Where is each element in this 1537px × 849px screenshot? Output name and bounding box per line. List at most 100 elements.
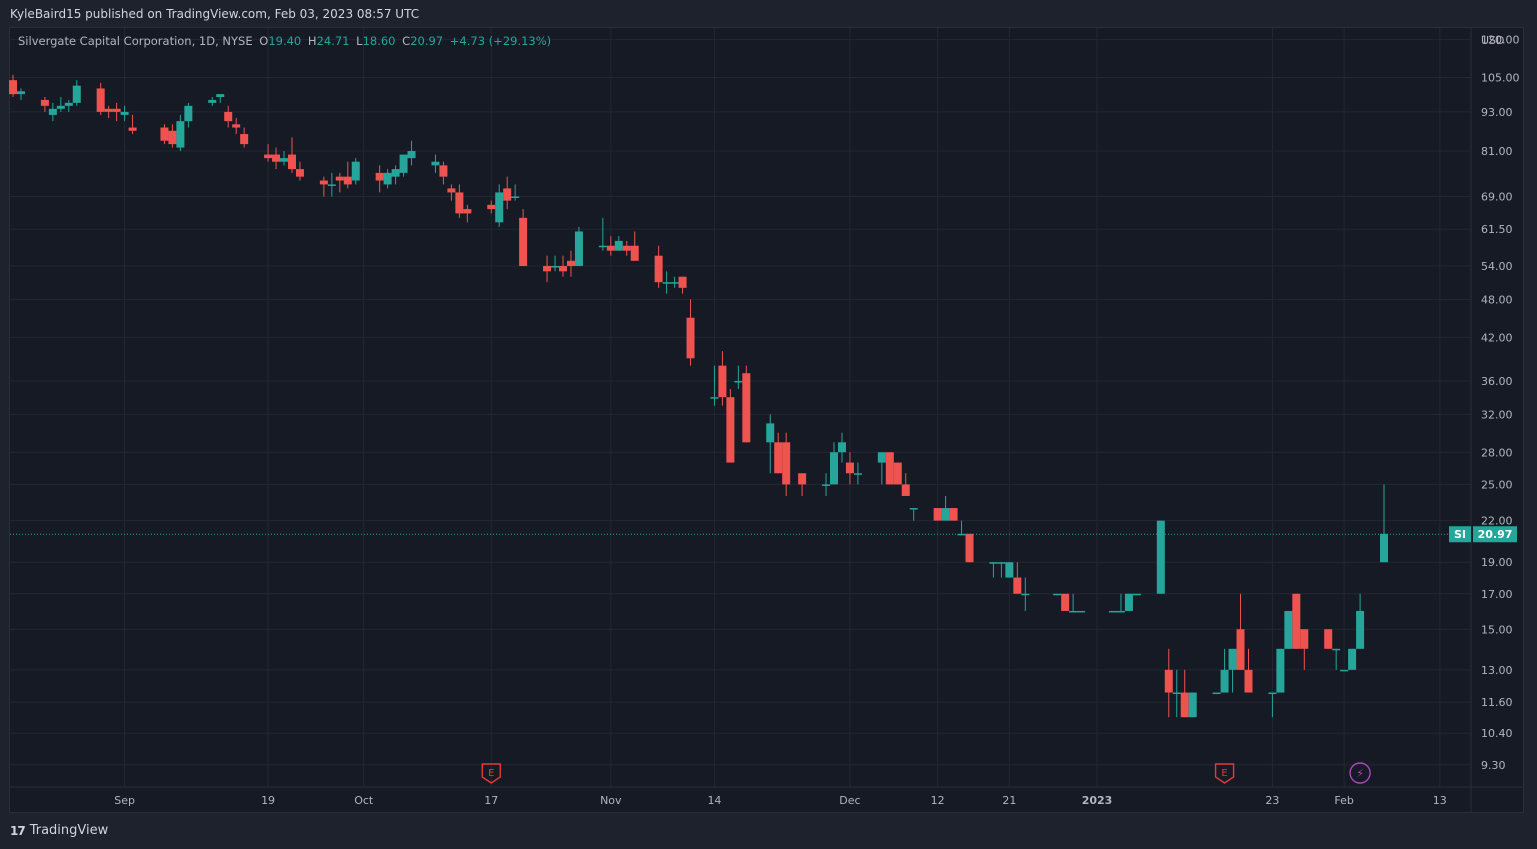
candle-body [1156,520,1165,594]
candle-body [622,245,631,251]
candle-body [343,176,352,185]
candle-body [742,373,751,443]
candle-body [1116,610,1125,613]
legend-high: 24.71 [316,34,350,48]
chart-panel[interactable] [9,27,1524,813]
earnings-icon-label: E [488,768,494,779]
candle-body [551,266,560,268]
legend-symbol-name: Silvergate Capital Corporation, 1D, NYSE [18,34,253,48]
candle-body [1180,692,1189,718]
candle-body [654,255,663,283]
candle-body [280,158,289,162]
candle-body [949,508,958,521]
legend-open-label: O [259,34,269,48]
candle-body [598,245,607,248]
candle-body [56,105,65,109]
legend-close-label: C [402,34,411,48]
y-tick-label: 42.00 [1481,331,1513,344]
candle-body [208,99,217,103]
legend-low: 18.60 [362,34,396,48]
candle-body [511,196,520,199]
candle-body [893,462,902,485]
candle-body [630,245,639,261]
x-tick-label: 12 [931,794,945,807]
candle-body [503,188,512,201]
candle-body [543,266,552,272]
candle-body [463,209,472,214]
candle-body [774,442,783,474]
legend-change: +4.73 (+29.13%) [449,34,552,48]
candle-body [766,423,775,443]
legend-high-label: H [307,34,317,48]
y-tick-label: 10.40 [1481,727,1513,740]
candle-body [407,151,416,159]
candle-body [726,397,735,463]
candle-body [455,192,464,214]
candle-body [96,88,105,112]
y-tick-label: 28.00 [1481,446,1513,459]
x-tick-label: Feb [1334,794,1353,807]
y-tick-label: 81.00 [1481,145,1513,158]
candle-body [383,172,392,185]
y-tick-label: 17.00 [1481,588,1513,601]
y-tick-label: 25.00 [1481,478,1513,491]
candle-body [1324,629,1333,649]
y-tick-label: 9.30 [1481,759,1506,772]
candle-body [1348,648,1357,670]
candle-body [1292,593,1301,649]
candle-body [1172,692,1181,695]
y-tick-label: 15.00 [1481,623,1513,636]
candle-body [287,154,296,170]
candle-body [40,99,49,106]
candle-body [16,91,25,95]
y-tick-label: 54.00 [1481,260,1513,273]
symbol-tag [1449,526,1471,543]
candle-body [734,380,743,383]
earnings-icon-label: E [1221,768,1227,779]
x-tick-label: Nov [600,794,622,807]
candle-body [574,231,583,267]
symbol-legend: Silvergate Capital Corporation, 1D, NYSE… [18,34,554,48]
candle-body [1284,610,1293,649]
candle-body [224,111,233,122]
candle-body [439,165,448,177]
footer-brand[interactable]: 17 TradingView [10,823,108,838]
candle-body [1005,562,1014,578]
y-tick-label: 19.00 [1481,556,1513,569]
candle-body [909,508,918,510]
candle-body [295,169,304,177]
candle-body [120,111,129,115]
candle-body [184,105,193,122]
earnings-icon [1214,763,1235,784]
candle-body [1077,610,1086,613]
y-tick-label: 105.00 [1481,71,1520,84]
candle-body [431,161,440,166]
candle-body [710,397,719,399]
candle-body [885,452,894,485]
candle-body [264,154,273,159]
candle-body [1236,629,1245,670]
candle-body [1228,648,1237,670]
x-tick-label: 13 [1433,794,1447,807]
y-tick-label: 93.00 [1481,106,1513,119]
candle-body [327,184,336,186]
candle-body [1164,669,1173,693]
candle-body [933,508,942,521]
last-price-label: 20.97 [1478,528,1513,541]
x-tick-label: Oct [354,794,374,807]
candle-body [240,134,249,145]
candle-body [9,80,17,95]
candle-body [1356,610,1365,649]
candle-body [399,154,408,173]
candle-body [822,484,831,486]
candle-body [335,176,344,181]
candle-body [216,94,225,98]
candle-body [351,161,360,181]
candle-body [877,452,886,463]
legend-low-label: L [356,34,363,48]
x-tick-label: 17 [484,794,498,807]
candle-body [1212,692,1221,695]
split-icon-label: ⚡ [1356,767,1364,780]
candle-body [1220,669,1229,693]
